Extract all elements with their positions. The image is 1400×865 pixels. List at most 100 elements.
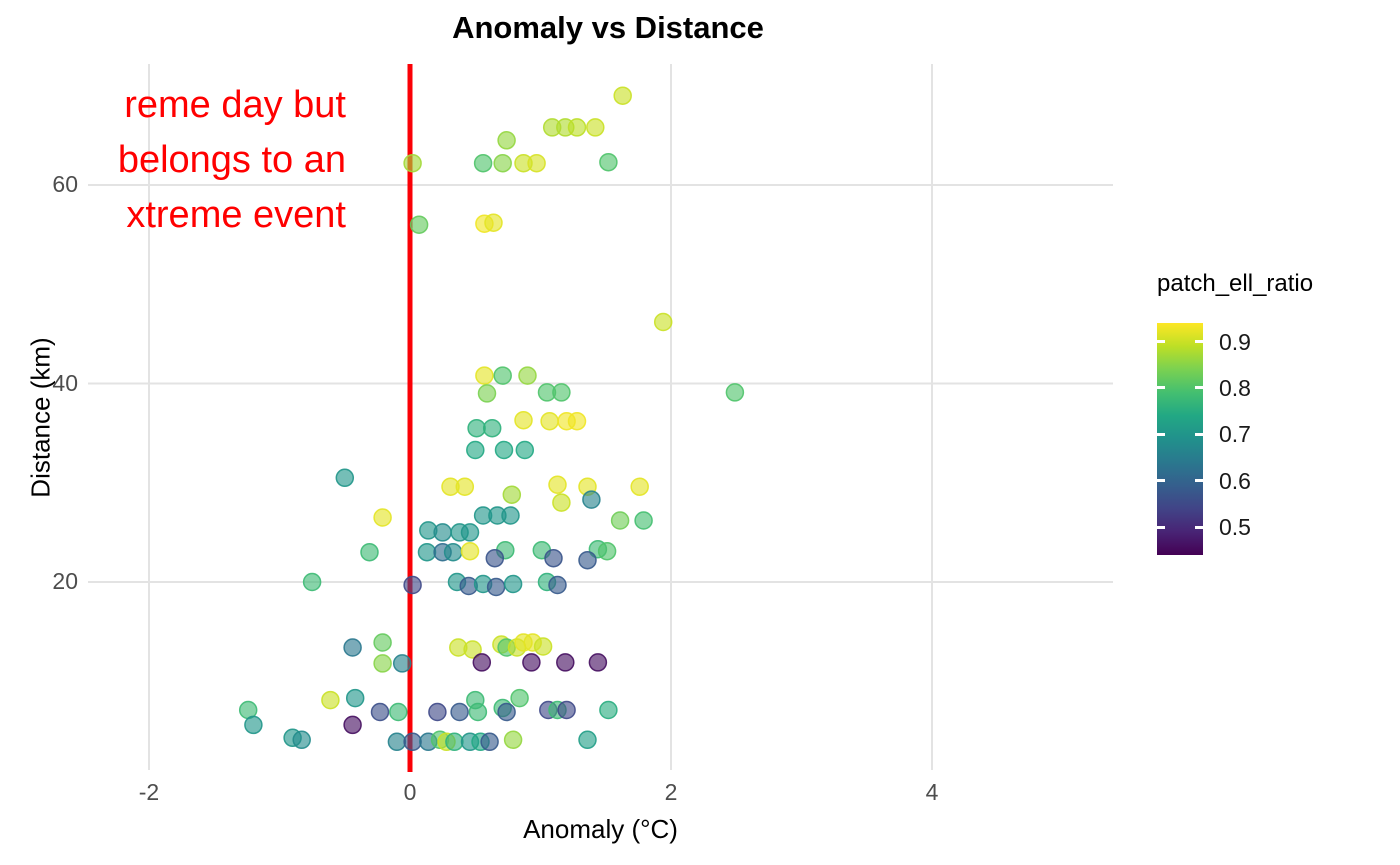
legend-tick-mark (1157, 525, 1165, 529)
scatter-point (567, 118, 587, 137)
scatter-point (373, 508, 392, 527)
scatter-point (578, 550, 597, 570)
scatter-point (463, 640, 482, 659)
scatter-point (477, 384, 497, 403)
legend-tick-mark (1157, 340, 1165, 344)
legend-tick-mark (1195, 340, 1203, 344)
scatter-point (335, 468, 355, 488)
scatter-point (343, 638, 362, 657)
scatter-point (302, 572, 322, 592)
scatter-point (494, 440, 514, 460)
scatter-point (533, 637, 553, 656)
scatter-point (518, 366, 537, 385)
legend-tick-label-0.5: 0.5 (1219, 514, 1251, 541)
legend-tick-mark (1195, 432, 1203, 436)
scatter-point (540, 411, 559, 431)
scatter-point (428, 702, 447, 722)
scatter-point (588, 653, 608, 672)
scatter-point (502, 485, 522, 504)
y-tick-label-40: 40 (52, 369, 78, 396)
scatter-point (321, 690, 340, 710)
legend-tick-label-0.6: 0.6 (1219, 467, 1251, 494)
scatter-point (468, 702, 488, 722)
scatter-point (493, 366, 512, 385)
scatter-point (467, 418, 486, 438)
y-axis-title: Distance (km) (25, 337, 56, 498)
scatter-point (292, 730, 311, 750)
scatter-point (503, 730, 523, 750)
scatter-point (510, 688, 529, 708)
y-tick-label-20: 20 (52, 568, 78, 594)
scatter-point (501, 506, 520, 525)
legend-tick-label-0.9: 0.9 (1219, 328, 1251, 355)
scatter-point (403, 732, 422, 752)
scatter-point (557, 700, 576, 720)
scatter-point (443, 542, 463, 562)
scatter-point (653, 312, 673, 332)
legend-tick-mark (1157, 432, 1165, 436)
annotation-line-3: xtreme event (126, 194, 346, 236)
scatter-point (522, 653, 541, 672)
scatter-point (725, 383, 745, 402)
scatter-point (552, 383, 571, 402)
legend-tick-mark (1195, 386, 1203, 390)
scatter-point (613, 86, 632, 105)
legend-tick-label-0.7: 0.7 (1219, 421, 1251, 448)
scatter-point (360, 542, 379, 562)
scatter-point (417, 542, 437, 562)
scatter-point (373, 633, 392, 652)
annotation-text: reme day but belongs to an xtreme event (88, 78, 346, 248)
scatter-point (460, 541, 480, 561)
x-tick-label-2: 2 (664, 779, 678, 805)
scatter-point (345, 688, 365, 708)
scatter-point (373, 654, 392, 673)
scatter-point (389, 702, 408, 722)
y-tick-label-60: 60 (52, 171, 78, 197)
scatter-point (244, 715, 263, 735)
scatter-point (497, 702, 516, 722)
scatter-point (556, 653, 575, 672)
scatter-point (433, 523, 452, 542)
scatter-point (466, 440, 485, 460)
scatter-point (403, 153, 422, 173)
scatter-point (392, 654, 412, 673)
x-tick-label--2: -2 (138, 779, 160, 805)
scatter-point (599, 700, 618, 720)
scatter-point (473, 153, 493, 173)
x-axis-title: Anomaly (°C) (523, 814, 678, 844)
scatter-point (544, 548, 563, 568)
scatter-point (445, 732, 464, 752)
scatter-point (599, 152, 618, 172)
scatter-point (403, 575, 422, 595)
scatter-point (634, 511, 653, 530)
x-tick-label-4: 4 (925, 779, 939, 805)
scatter-point (610, 511, 630, 530)
chart-title: Anomaly vs Distance (452, 10, 764, 45)
scatter-point (484, 213, 503, 232)
scatter-point (586, 118, 605, 137)
scatter-point (503, 574, 523, 594)
scatter-point (552, 493, 571, 512)
scatter-point (597, 541, 617, 561)
legend-tick-mark (1157, 479, 1165, 483)
scatter-point (497, 131, 516, 150)
legend-tick-label-0.8: 0.8 (1219, 374, 1251, 401)
scatter-point (486, 577, 506, 597)
legend-colorbar (1157, 323, 1203, 555)
scatter-point (515, 440, 535, 460)
scatter-point (475, 366, 494, 385)
annotation-line-1: reme day but (124, 84, 346, 126)
scatter-point (370, 702, 390, 722)
scatter-point (480, 732, 499, 752)
scatter-point (482, 418, 502, 438)
scatter-point (455, 477, 475, 496)
scatter-point (630, 477, 649, 496)
scatter-point (387, 732, 407, 752)
scatter-point (567, 411, 587, 431)
scatter-point (514, 410, 533, 430)
x-tick-label-0: 0 (403, 779, 417, 805)
scatter-point (578, 730, 597, 750)
annotation-line-2: belongs to an (117, 139, 346, 181)
legend-tick-mark (1195, 479, 1203, 483)
